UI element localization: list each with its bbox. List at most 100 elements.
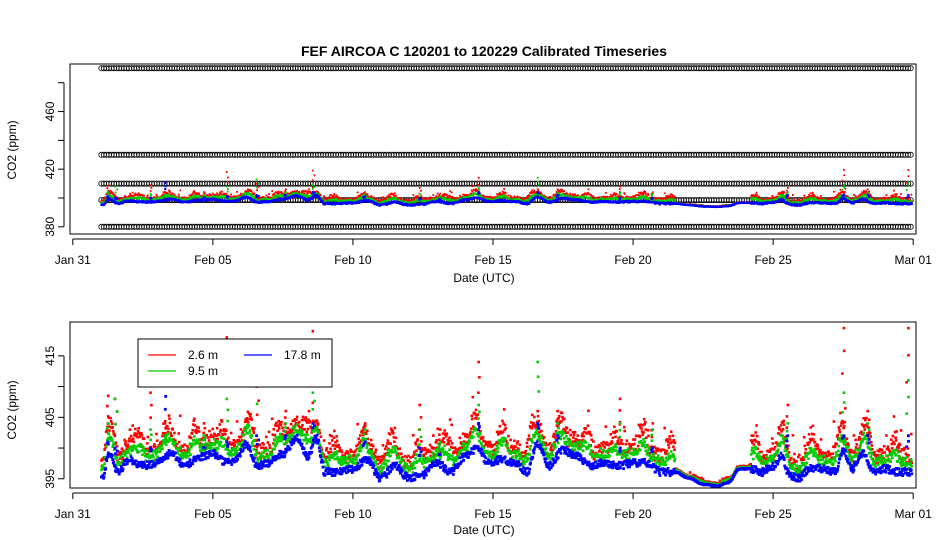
data-point [415,198,417,201]
data-point [780,194,782,196]
data-point [418,187,421,189]
data-point [174,195,177,198]
data-point [256,189,258,192]
data-point [471,185,474,187]
data-point [471,190,474,193]
data-point [401,199,403,202]
data-point [225,185,228,188]
data-point [285,191,287,194]
data-point [114,185,116,188]
data-point [907,169,910,171]
data-point [588,196,591,199]
data-point [792,194,794,196]
data-point [758,196,761,199]
data-point [895,193,898,195]
data-point [871,198,874,201]
data-point [556,191,559,194]
calibrated-timeseries-panel: Jan 31 Feb 05 Feb 10 Feb 15 Feb 20 Feb 25 Mar … [5,63,932,285]
data-point [236,190,238,193]
data-point [221,190,223,193]
data-point [648,197,650,199]
data-point [862,190,865,192]
data-point [198,195,201,197]
data-point [308,188,310,191]
data-point [177,193,180,196]
data-point [107,184,110,187]
data-point [883,198,886,200]
data-point [526,196,529,199]
data-point [600,197,602,199]
data-point [623,193,626,195]
data-point [267,195,269,198]
data-point [131,191,134,194]
data-point [479,193,482,196]
data-point [586,193,589,196]
data-point [905,181,908,184]
data-point [193,190,196,192]
data-point [754,193,757,196]
data-point [895,197,898,200]
data-point [907,185,910,187]
data-point [364,192,367,195]
data-point [783,191,786,194]
data-point [404,199,407,201]
data-point [657,197,660,200]
data-point [435,195,438,198]
data-point [812,191,814,194]
data-point [253,195,256,198]
data-point [645,194,648,197]
calibration-point [907,223,914,230]
data-point [229,195,231,198]
data-point [786,187,789,189]
data-point [323,195,325,198]
data-point [843,191,846,193]
data-point [171,192,174,195]
data-point [637,191,640,194]
data-point [439,195,442,198]
data-point [464,194,467,197]
data-point [311,179,314,182]
data-point [107,189,110,192]
data-point [478,188,481,191]
data-point [147,194,149,197]
data-point [663,192,666,195]
data-point [164,191,166,194]
data-point [418,192,421,195]
data-point [250,190,253,193]
data-point [203,191,205,194]
data-point [257,182,260,185]
data-point [674,199,676,202]
data-point [179,196,182,199]
data-point [477,187,480,189]
data-point [540,191,542,194]
data-point [156,195,158,198]
data-point [375,197,377,200]
data-point [150,187,153,189]
data-point [333,193,336,195]
data-point [216,195,218,198]
data-point [899,196,901,199]
data-point [155,193,158,196]
data-point [149,192,152,195]
data-point [556,188,559,191]
data-point [760,199,763,202]
data-point [394,192,396,195]
data-point [107,191,110,194]
data-point [253,192,256,195]
data-point [668,196,670,199]
data-point [211,192,214,195]
data-point [225,171,228,173]
data-point [674,195,676,198]
data-point [853,194,855,196]
data-point [537,183,540,186]
data-point [470,192,473,195]
data-point [635,194,637,196]
data-point [143,194,145,197]
data-point [366,193,369,195]
data-point [114,194,116,196]
data-point [311,184,314,186]
data-point [472,194,475,197]
data-point [226,190,229,193]
data-point [227,188,229,190]
data-point [841,179,844,182]
